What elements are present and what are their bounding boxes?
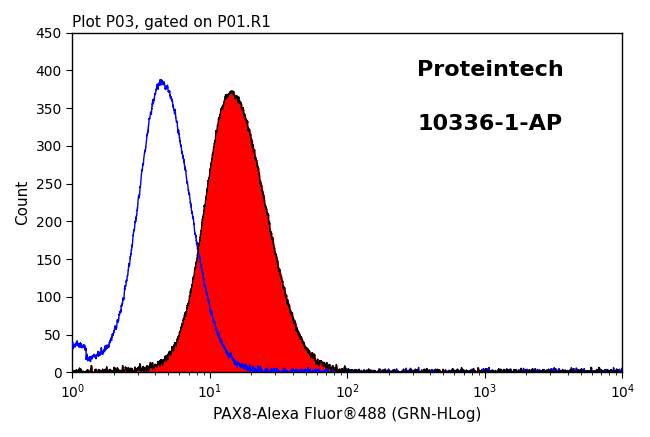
Text: 10336-1-AP: 10336-1-AP <box>418 114 563 134</box>
Text: Proteintech: Proteintech <box>417 60 564 80</box>
X-axis label: PAX8-Alexa Fluor®488 (GRN-HLog): PAX8-Alexa Fluor®488 (GRN-HLog) <box>213 407 482 422</box>
Y-axis label: Count: Count <box>15 180 30 225</box>
Text: Plot P03, gated on P01.R1: Plot P03, gated on P01.R1 <box>72 15 271 30</box>
